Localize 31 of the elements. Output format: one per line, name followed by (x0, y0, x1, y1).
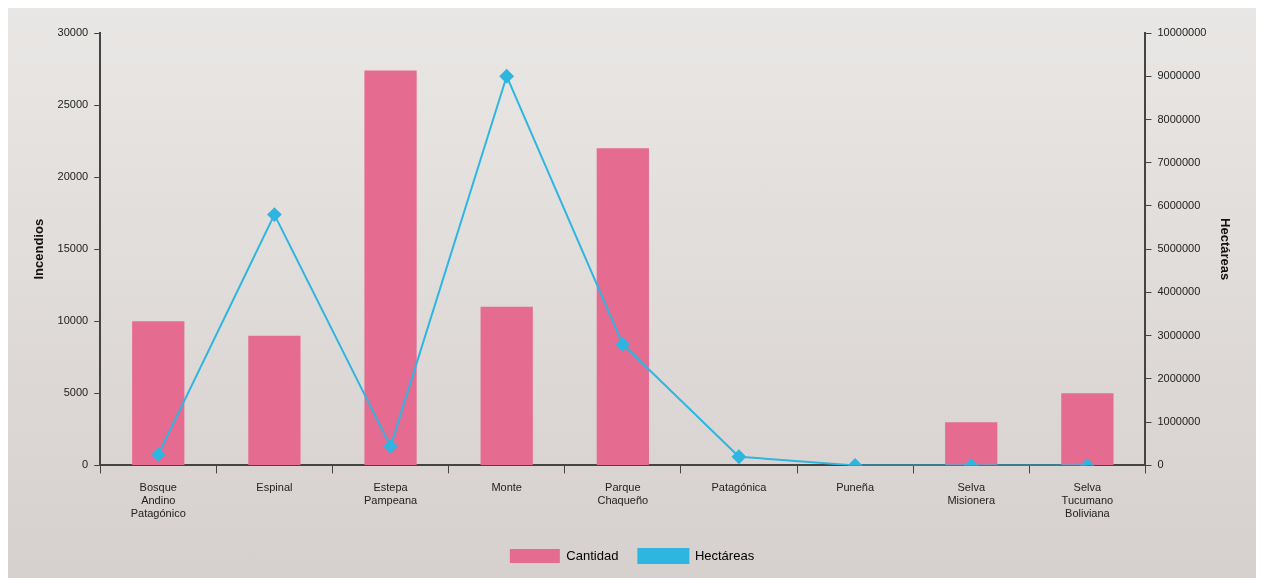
y2-tick-label: 2000000 (1157, 371, 1201, 384)
x-tick-label: Estepa Pampeana (363, 481, 419, 507)
y-tick-label: 5000 (63, 386, 89, 399)
legend-label: Cantidad (566, 547, 619, 563)
x-tick-label: Selva Tucumano Boliviana (1061, 481, 1114, 520)
x-tick-label: Puneña (836, 481, 875, 494)
x-tick-label: Patagónica (711, 481, 768, 494)
legend-label: Hectáreas (694, 547, 755, 563)
y2-tick-label: 0 (1157, 458, 1164, 471)
y-tick-label: 30000 (57, 26, 89, 39)
y-tick-label: 25000 (57, 98, 89, 111)
y-axis-title: Incendios (31, 218, 47, 280)
y-tick-label: 0 (82, 458, 89, 471)
y2-tick-label: 1000000 (1157, 415, 1201, 428)
y-tick-label: 10000 (57, 314, 89, 327)
x-tick-label: Parque Chaqueño (597, 481, 649, 507)
x-tick-label: Selva Misionera (947, 481, 996, 507)
y2-tick-label: 4000000 (1157, 285, 1201, 298)
y2-tick-label: 10000000 (1157, 26, 1207, 39)
y2-tick-label: 9000000 (1157, 69, 1201, 82)
y2-tick-label: 6000000 (1157, 198, 1201, 211)
y2-tick-label: 8000000 (1157, 112, 1201, 125)
y2-tick-label: 5000000 (1157, 242, 1201, 255)
x-tick-label: Monte (491, 481, 522, 494)
y2-axis-title: Hectáreas (1217, 218, 1233, 281)
y2-tick-label: 3000000 (1157, 328, 1201, 341)
y2-tick-label: 7000000 (1157, 155, 1201, 168)
y-tick-label: 15000 (57, 242, 89, 255)
x-tick-label: Bosque Andino Patagónico (130, 481, 186, 520)
y-tick-label: 20000 (57, 170, 89, 183)
x-tick-label: Espinal (256, 481, 293, 494)
